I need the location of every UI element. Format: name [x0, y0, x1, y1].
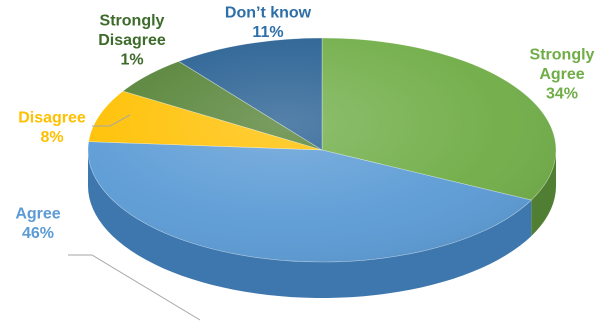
slice-percent-label-1: 46% [22, 225, 54, 242]
leader-line-2 [92, 114, 131, 127]
slice-name-label-3: Strongly [100, 13, 165, 30]
slice-name-label-2: Disagree [18, 109, 86, 126]
pie-side-1 [88, 150, 532, 298]
data-labels: Strongly Agree 34% Agree 46% Disagree 8% Strong… [15, 4, 594, 242]
slice-percent-label-3: 1% [120, 52, 143, 69]
slice-percent-label-2: 8% [40, 129, 63, 146]
slice-name-label-0: Strongly [530, 47, 595, 64]
leader-lines [68, 114, 201, 321]
pie-tops [87, 37, 557, 263]
leader-line-1 [68, 254, 201, 321]
pie-highlight [88, 38, 556, 262]
slice-percent-label-4: 11% [252, 24, 283, 41]
slice-percent-label-0: 34% [546, 86, 578, 103]
slice-name-label-1: Agree [15, 205, 60, 222]
pie-side-0 [531, 150, 556, 237]
pie-sides [88, 150, 556, 298]
slice-name-label-4: Don’t know [225, 4, 312, 21]
slice-name-label-0: Agree [539, 66, 584, 83]
slice-name-label-3: Disagree [98, 32, 166, 49]
